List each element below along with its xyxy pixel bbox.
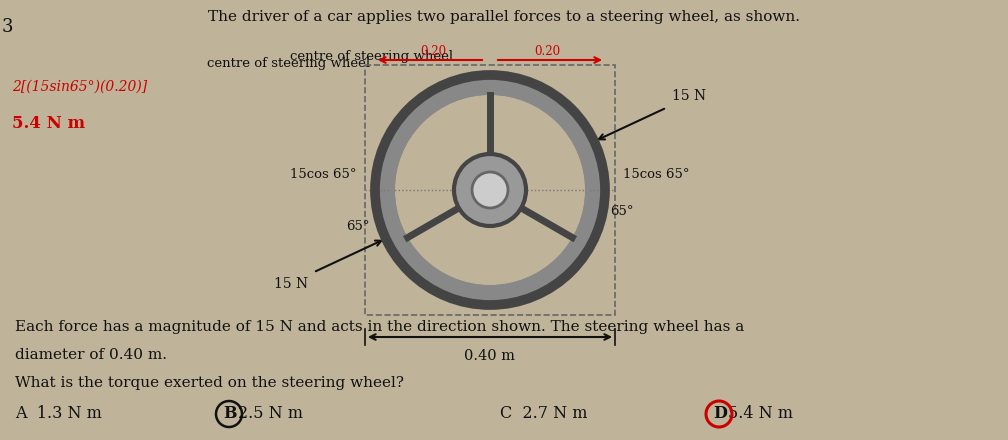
Bar [365,65,615,315]
Text: 5.4 N m: 5.4 N m [728,405,793,422]
Text: centre of steering wheel: centre of steering wheel [207,56,370,70]
Text: A  1.3 N m: A 1.3 N m [15,405,102,422]
Text: The driver of a car applies two parallel forces to a steering wheel, as shown.: The driver of a car applies two parallel… [208,10,800,24]
Text: 3: 3 [2,18,13,36]
Text: 2.5 N m: 2.5 N m [238,405,303,422]
Text: 0.20: 0.20 [534,45,560,58]
Text: 15cos 65°: 15cos 65° [623,169,689,181]
Circle shape [472,172,508,208]
Text: Each force has a magnitude of 15 N and acts in the direction shown. The steering: Each force has a magnitude of 15 N and a… [15,320,744,334]
Text: D: D [713,405,727,422]
Text: 65°: 65° [347,220,370,233]
Text: 15cos 65°: 15cos 65° [290,169,357,181]
Text: 0.20: 0.20 [420,45,447,58]
Text: 65°: 65° [610,205,633,218]
Text: 0.40 m: 0.40 m [465,349,515,363]
Circle shape [378,78,602,302]
Text: 15 N: 15 N [274,277,308,291]
Text: C  2.7 N m: C 2.7 N m [500,405,588,422]
Text: What is the torque exerted on the steering wheel?: What is the torque exerted on the steeri… [15,376,404,390]
Text: 15 N: 15 N [671,88,706,103]
Text: 5.4 N m: 5.4 N m [12,115,85,132]
Text: centre of steering wheel: centre of steering wheel [290,50,454,63]
Circle shape [395,95,585,285]
Text: B: B [223,405,237,422]
Text: diameter of 0.40 m.: diameter of 0.40 m. [15,348,167,362]
Text: 2[(15sin65°)(0.20)]: 2[(15sin65°)(0.20)] [12,80,147,94]
Circle shape [454,154,526,226]
